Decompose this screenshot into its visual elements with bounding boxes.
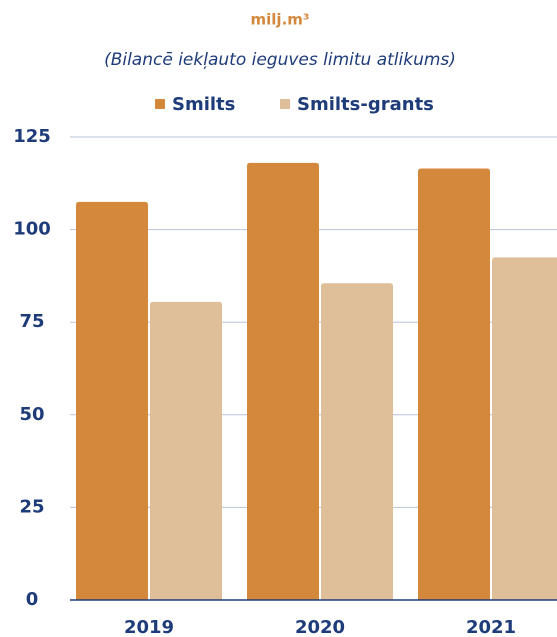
y-tick-label: 0 <box>26 589 39 610</box>
legend-swatch <box>280 99 290 109</box>
bar <box>492 257 557 600</box>
x-tick-label: 2021 <box>466 617 516 637</box>
bar <box>150 301 222 600</box>
legend-label: Smilts <box>172 94 235 115</box>
y-tick-label: 25 <box>19 496 44 517</box>
chart-subtitle: (Bilancē iekļauto ieguves limitu atlikum… <box>104 50 456 70</box>
y-tick-label: 50 <box>19 404 44 425</box>
x-tick-label: 2019 <box>124 617 174 637</box>
bar <box>321 283 393 600</box>
bar <box>418 168 490 600</box>
y-tick-label: 125 <box>13 126 51 147</box>
legend-label: Smilts-grants <box>297 94 434 115</box>
legend-swatch <box>155 99 165 109</box>
y-tick-label: 75 <box>19 311 44 332</box>
chart-title: milj.m³ <box>251 11 310 29</box>
y-tick-label: 100 <box>13 219 51 240</box>
bar <box>247 162 319 601</box>
bar <box>76 201 148 600</box>
x-tick-label: 2020 <box>295 617 345 637</box>
